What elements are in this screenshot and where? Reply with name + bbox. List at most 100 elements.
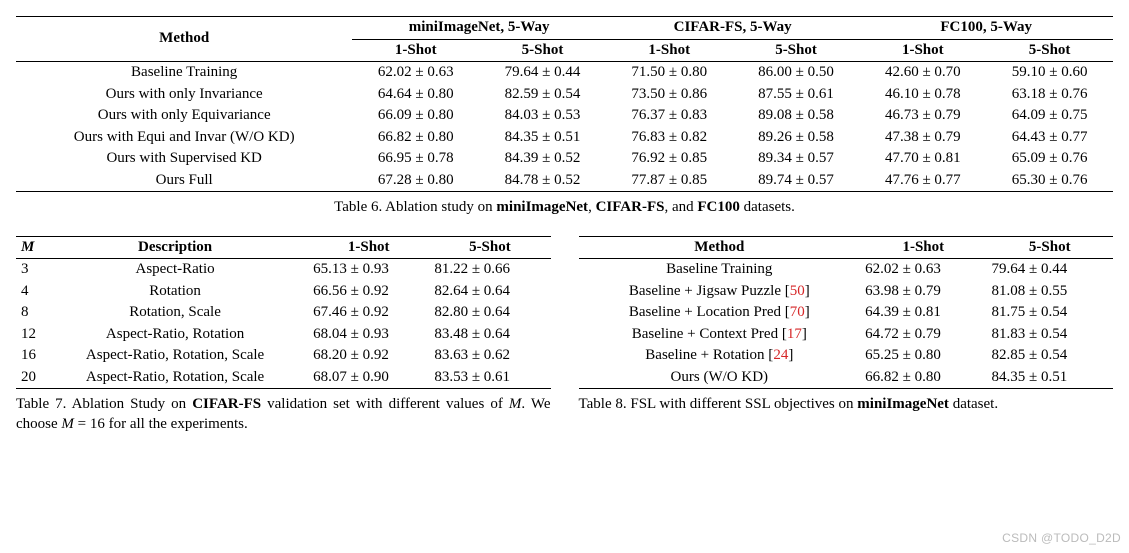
table-row: Baseline + Rotation [24]65.25 ± 0.8082.8…	[579, 345, 1114, 367]
t8-h-method: Method	[579, 236, 861, 259]
t6-cifar-5shot: 5-Shot	[733, 39, 860, 62]
t6-cifar-1shot: 1-Shot	[606, 39, 733, 62]
t8-cell-s5: 81.75 ± 0.54	[987, 302, 1113, 324]
t7-cell-desc: Aspect-Ratio, Rotation, Scale	[42, 345, 308, 367]
t6-cell-cif5: 89.26 ± 0.58	[733, 127, 860, 149]
t6-cap-post: datasets.	[740, 199, 795, 215]
t7-cap-g: = 16 for all the experiments.	[74, 416, 248, 432]
t8-h-5shot: 5-Shot	[987, 236, 1113, 259]
t7-cell-s5: 82.80 ± 0.64	[429, 302, 550, 324]
t7-cell-s1: 68.04 ± 0.93	[308, 324, 429, 346]
t8-cell-method: Ours (W/O KD)	[579, 367, 861, 389]
t6-cell-fc5: 65.09 ± 0.76	[986, 148, 1113, 170]
table-8-caption: Table 8. FSL with different SSL objectiv…	[579, 395, 1114, 415]
table-row: Ours with Supervised KD66.95 ± 0.7884.39…	[16, 148, 1113, 170]
t8-cell-s5: 84.35 ± 0.51	[987, 367, 1113, 389]
t6-fc-5shot: 5-Shot	[986, 39, 1113, 62]
table-6-caption: Table 6. Ablation study on miniImageNet,…	[16, 198, 1113, 218]
t8-cell-method: Baseline Training	[579, 259, 861, 281]
t6-cell-fc1: 47.38 ± 0.79	[859, 127, 986, 149]
t7-cell-m: 3	[16, 259, 42, 281]
t8-cell-s1: 62.02 ± 0.63	[860, 259, 986, 281]
t7-h-1shot: 1-Shot	[308, 236, 429, 259]
t7-cell-m: 16	[16, 345, 42, 367]
t8-cell-s1: 64.39 ± 0.81	[860, 302, 986, 324]
table-row: Baseline Training62.02 ± 0.6379.64 ± 0.4…	[579, 259, 1114, 281]
t6-cell-mini1: 67.28 ± 0.80	[352, 170, 479, 192]
t6-cell-cif5: 86.00 ± 0.50	[733, 62, 860, 84]
t6-header-mini: miniImageNet, 5-Way	[352, 17, 606, 40]
t7-cell-m: 8	[16, 302, 42, 324]
t8-cell-s5: 82.85 ± 0.54	[987, 345, 1113, 367]
t7-cell-desc: Rotation	[42, 281, 308, 303]
watermark: CSDN @TODO_D2D	[1002, 531, 1121, 547]
t7-cell-s5: 82.64 ± 0.64	[429, 281, 550, 303]
t6-cell-fc1: 46.10 ± 0.78	[859, 84, 986, 106]
t7-cell-s1: 65.13 ± 0.93	[308, 259, 429, 281]
t6-cell-cif5: 87.55 ± 0.61	[733, 84, 860, 106]
t7-cell-s5: 83.53 ± 0.61	[429, 367, 550, 389]
t6-cell-cif5: 89.08 ± 0.58	[733, 105, 860, 127]
citation-link[interactable]: 17	[787, 326, 802, 342]
t6-cell-method: Ours Full	[16, 170, 352, 192]
t8-cell-method: Baseline + Rotation [24]	[579, 345, 861, 367]
t6-header-method: Method	[16, 17, 352, 62]
table-7: M Description 1-Shot 5-Shot 3Aspect-Rati…	[16, 236, 551, 390]
table-row: Baseline + Context Pred [17]64.72 ± 0.79…	[579, 324, 1114, 346]
t8-h-1shot: 1-Shot	[860, 236, 986, 259]
t8-cell-method: Baseline + Jigsaw Puzzle [50]	[579, 281, 861, 303]
t7-cell-s1: 67.46 ± 0.92	[308, 302, 429, 324]
citation-link[interactable]: 24	[773, 347, 788, 363]
t7-cell-desc: Aspect-Ratio, Rotation	[42, 324, 308, 346]
t6-cell-method: Baseline Training	[16, 62, 352, 84]
t6-cell-mini1: 66.82 ± 0.80	[352, 127, 479, 149]
t8-cell-s5: 79.64 ± 0.44	[987, 259, 1113, 281]
t7-h-5shot: 5-Shot	[429, 236, 550, 259]
t6-cell-fc5: 65.30 ± 0.76	[986, 170, 1113, 192]
t7-cell-s1: 66.56 ± 0.92	[308, 281, 429, 303]
t7-cell-s5: 81.22 ± 0.66	[429, 259, 550, 281]
t6-cell-fc5: 59.10 ± 0.60	[986, 62, 1113, 84]
t7-cell-m: 20	[16, 367, 42, 389]
t6-cell-mini1: 66.09 ± 0.80	[352, 105, 479, 127]
t6-header-fc100: FC100, 5-Way	[859, 17, 1113, 40]
t6-cell-cif5: 89.34 ± 0.57	[733, 148, 860, 170]
table-7-caption: Table 7. Ablation Study on CIFAR-FS vali…	[16, 395, 551, 434]
t6-mini-5shot: 5-Shot	[479, 39, 606, 62]
table-row: 20Aspect-Ratio, Rotation, Scale68.07 ± 0…	[16, 367, 551, 389]
citation-link[interactable]: 50	[790, 283, 805, 299]
t7-cap-d: M	[509, 396, 522, 412]
t7-cap-a: Table 7. Ablation Study on	[16, 396, 192, 412]
table-row: 16Aspect-Ratio, Rotation, Scale68.20 ± 0…	[16, 345, 551, 367]
t7-cell-s1: 68.20 ± 0.92	[308, 345, 429, 367]
table-row: 8Rotation, Scale67.46 ± 0.9282.80 ± 0.64	[16, 302, 551, 324]
t7-cell-m: 12	[16, 324, 42, 346]
t7-h-m: M	[16, 236, 42, 259]
t8-cell-method: Baseline + Context Pred [17]	[579, 324, 861, 346]
table-6: Method miniImageNet, 5-Way CIFAR-FS, 5-W…	[16, 16, 1113, 192]
table-row: Ours with only Equivariance66.09 ± 0.808…	[16, 105, 1113, 127]
t7-cell-desc: Aspect-Ratio, Rotation, Scale	[42, 367, 308, 389]
t7-cap-c: validation set with different values of	[261, 396, 509, 412]
t6-cell-method: Ours with Supervised KD	[16, 148, 352, 170]
t6-mini-1shot: 1-Shot	[352, 39, 479, 62]
table-row: Ours with Equi and Invar (W/O KD)66.82 ±…	[16, 127, 1113, 149]
t8-cell-s1: 64.72 ± 0.79	[860, 324, 986, 346]
t6-cell-fc5: 64.43 ± 0.77	[986, 127, 1113, 149]
table-row: Baseline + Location Pred [70]64.39 ± 0.8…	[579, 302, 1114, 324]
t6-cell-fc5: 63.18 ± 0.76	[986, 84, 1113, 106]
table-row: Baseline Training62.02 ± 0.6379.64 ± 0.4…	[16, 62, 1113, 84]
table-row: 3Aspect-Ratio65.13 ± 0.9381.22 ± 0.66	[16, 259, 551, 281]
citation-link[interactable]: 70	[790, 304, 805, 320]
t8-cell-s5: 81.08 ± 0.55	[987, 281, 1113, 303]
t7-cell-s5: 83.48 ± 0.64	[429, 324, 550, 346]
t7-cell-s1: 68.07 ± 0.90	[308, 367, 429, 389]
t6-cell-cif1: 76.83 ± 0.82	[606, 127, 733, 149]
t6-cell-mini1: 64.64 ± 0.80	[352, 84, 479, 106]
table-row: Baseline + Jigsaw Puzzle [50]63.98 ± 0.7…	[579, 281, 1114, 303]
t6-cell-mini1: 66.95 ± 0.78	[352, 148, 479, 170]
t6-cap-pre: Table 6. Ablation study on	[334, 199, 496, 215]
t8-cell-s1: 65.25 ± 0.80	[860, 345, 986, 367]
table-row: 4Rotation66.56 ± 0.9282.64 ± 0.64	[16, 281, 551, 303]
t8-cap-a: Table 8. FSL with different SSL objectiv…	[579, 396, 858, 412]
